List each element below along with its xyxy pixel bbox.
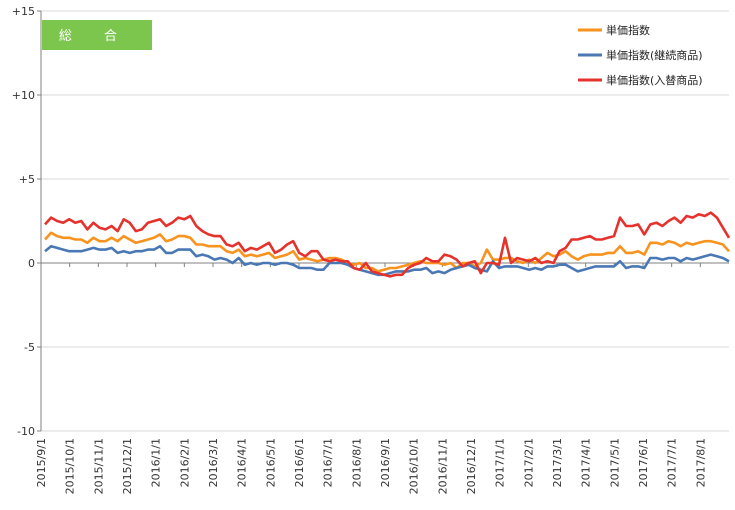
- x-tick-label: 2017/3/1: [551, 438, 564, 487]
- y-tick-labels: -10 -5 0 +5 +10 +15: [12, 5, 35, 438]
- x-tick-label: 2015/11/1: [92, 438, 105, 494]
- x-tick-label: 2016/4/1: [236, 438, 249, 487]
- series-line: [44, 211, 731, 278]
- x-tick-label: 2016/3/1: [207, 438, 220, 487]
- y-tick-label: +5: [19, 173, 35, 186]
- x-tick-label: 2016/5/1: [264, 438, 277, 487]
- y-tick-label: +10: [12, 89, 35, 102]
- series-lines: [44, 211, 731, 278]
- x-tick-label: 2017/8/1: [694, 438, 707, 487]
- x-tick-label: 2016/10/1: [408, 438, 421, 494]
- legend-item: 単価指数(入替商品): [578, 73, 703, 87]
- y-tick-label: -5: [24, 341, 35, 354]
- x-tick-label: 2016/8/1: [350, 438, 363, 487]
- y-tick-label: -10: [17, 425, 35, 438]
- x-tick-label: 2017/6/1: [637, 438, 650, 487]
- x-tick-label: 2016/6/1: [293, 438, 306, 487]
- x-tick-label: 2017/4/1: [580, 438, 593, 487]
- x-tick-label: 2017/7/1: [666, 438, 679, 487]
- x-tick-label: 2015/9/1: [35, 438, 48, 487]
- x-tick-label: 2016/2/1: [178, 438, 191, 487]
- x-tick-label: 2016/11/1: [436, 438, 449, 494]
- title-badge-background: [42, 20, 152, 50]
- x-tick-label: 2017/5/1: [608, 438, 621, 487]
- legend-label: 単価指数: [606, 23, 650, 37]
- legend-item: 単価指数: [578, 23, 650, 37]
- x-tick-label: 2016/1/1: [150, 438, 163, 487]
- x-tick-label: 2015/12/1: [121, 438, 134, 494]
- series-line: [44, 231, 730, 273]
- legend-item: 単価指数(継続商品): [578, 48, 703, 62]
- y-tick-label: 0: [28, 257, 35, 270]
- x-tick-labels: 2015/9/1 2015/10/1 2015/11/1 2015/12/1 2016/…: [35, 263, 707, 494]
- x-tick-label: 2016/12/1: [465, 438, 478, 494]
- x-tick-label: 2016/7/1: [322, 438, 335, 487]
- series-line: [44, 244, 730, 277]
- x-tick-label: 2016/9/1: [379, 438, 392, 487]
- y-tick-label: +15: [12, 5, 35, 18]
- x-tick-label: 2017/1/1: [494, 438, 507, 487]
- chart-title: 総 合: [59, 29, 131, 44]
- legend-label: 単価指数(入替商品): [606, 73, 703, 87]
- x-tick-label: 2017/2/1: [522, 438, 535, 487]
- legend-label: 単価指数(継続商品): [606, 48, 703, 62]
- title-badge: 総 合: [42, 20, 152, 50]
- x-tick-label: 2015/10/1: [64, 438, 77, 494]
